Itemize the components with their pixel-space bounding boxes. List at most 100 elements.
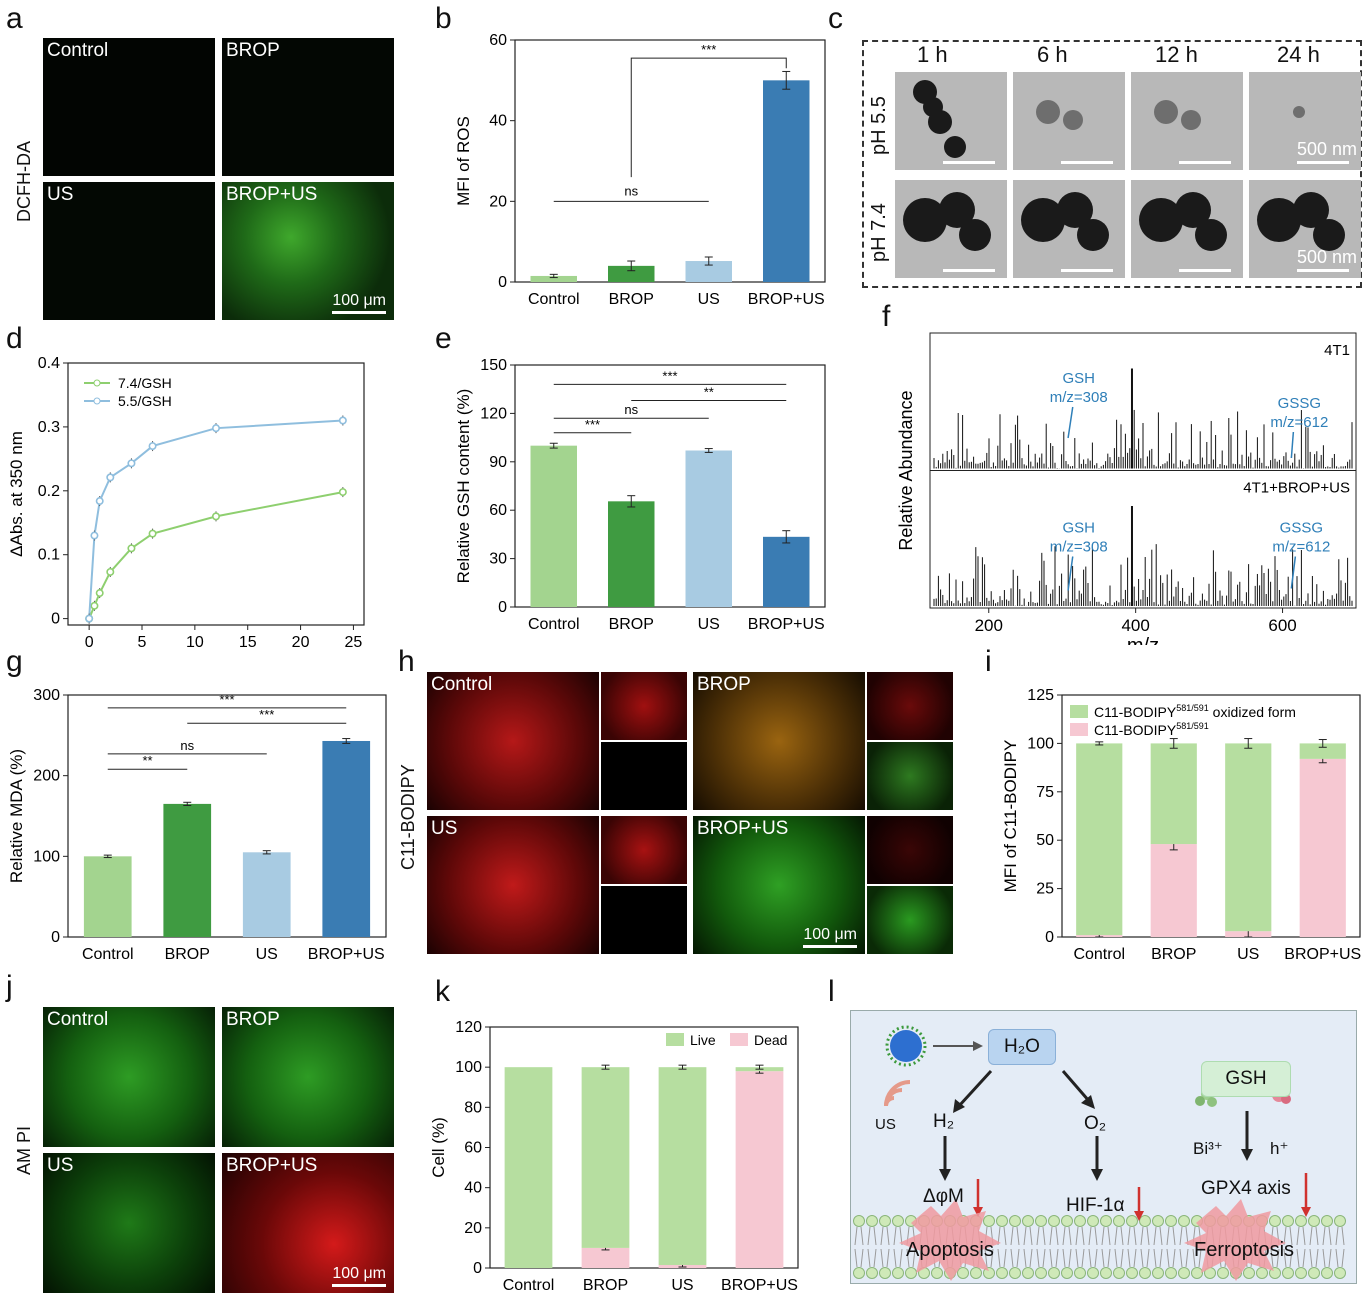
tem-col-24h: 24 h bbox=[1277, 42, 1320, 67]
tile-label: BROP+US bbox=[226, 1155, 318, 1176]
lipid-tail bbox=[1101, 1226, 1111, 1268]
bar bbox=[608, 265, 655, 282]
lipid-tail bbox=[1179, 1226, 1189, 1268]
x-tick-label: 200 bbox=[975, 616, 1003, 635]
data-point bbox=[338, 488, 347, 497]
annotation-arrow bbox=[1290, 556, 1297, 589]
micrograph-j-brop: BROP bbox=[222, 1007, 394, 1147]
lipid-head bbox=[879, 1267, 891, 1279]
y-tick-label: 0 bbox=[1045, 929, 1054, 946]
tem-image bbox=[1013, 180, 1125, 278]
lipid-head bbox=[1334, 1215, 1346, 1227]
panel-letter-l: l bbox=[828, 975, 835, 1008]
y-tick-label: 90 bbox=[489, 454, 507, 471]
y-tick-label: 120 bbox=[480, 405, 507, 422]
lipid-tail bbox=[1166, 1226, 1176, 1268]
annotation-label: m/z=612 bbox=[1272, 539, 1330, 556]
lipid-tail bbox=[1296, 1226, 1306, 1268]
x-tick-label: US bbox=[256, 946, 278, 963]
lipid-head bbox=[1178, 1215, 1190, 1227]
lipid-head bbox=[853, 1215, 865, 1227]
y-tick-label: 30 bbox=[489, 551, 507, 568]
bar-segment bbox=[581, 1067, 630, 1248]
lipid-head bbox=[1009, 1267, 1021, 1279]
nanoparticle-blob bbox=[1293, 106, 1305, 118]
lipid-head bbox=[1295, 1267, 1307, 1279]
lipid-head bbox=[1321, 1267, 1333, 1279]
lipid-head bbox=[1282, 1267, 1294, 1279]
bracket-label: *** bbox=[585, 417, 600, 432]
lipid-head bbox=[1152, 1267, 1164, 1279]
data-point bbox=[95, 589, 104, 598]
x-tick-label: 0 bbox=[85, 634, 94, 651]
series-label: 4T1+BROP+US bbox=[1243, 480, 1350, 497]
y-tick-label: 0 bbox=[51, 929, 60, 946]
nanoparticle-blob bbox=[959, 219, 991, 251]
y-tick-label: 100 bbox=[1027, 735, 1054, 752]
lipid-head bbox=[1061, 1215, 1073, 1227]
micrograph-h-brop-red bbox=[867, 672, 953, 740]
lipid-head bbox=[1191, 1267, 1203, 1279]
y-tick-label: 100 bbox=[33, 848, 60, 865]
x-tick-label: BROP bbox=[165, 946, 210, 963]
legend-marker bbox=[93, 379, 101, 387]
chart-f: 200 400 600 m/z Relative Abundance 4T1 4T1+BRO… bbox=[896, 332, 1357, 645]
lipid-head bbox=[1009, 1215, 1021, 1227]
tile-label: BROP bbox=[226, 40, 280, 61]
scale-bar: 100 μm bbox=[803, 926, 857, 948]
bar-segment bbox=[1299, 743, 1346, 759]
lipid-tail bbox=[1075, 1226, 1085, 1268]
scale-bar-line bbox=[943, 269, 995, 272]
x-tick-label: US bbox=[671, 1277, 693, 1294]
plot-frame bbox=[1061, 694, 1361, 938]
bar-segment bbox=[1150, 844, 1197, 937]
scale-bar-line bbox=[1061, 269, 1113, 272]
tem-image bbox=[895, 180, 1007, 278]
bar bbox=[322, 740, 371, 937]
series-label: 4T1 bbox=[1324, 342, 1350, 359]
lipid-head bbox=[1217, 1267, 1229, 1279]
y-axis-label: Relative MDA (%) bbox=[7, 749, 26, 883]
scale-bar: 100 μm bbox=[332, 1265, 386, 1287]
tem-column-headers: 1 h 6 h 12 h 24 h bbox=[897, 40, 1357, 70]
tem-image bbox=[1131, 180, 1243, 278]
lipid-tail bbox=[1309, 1226, 1319, 1268]
bracket-label: *** bbox=[259, 707, 274, 722]
lipid-head bbox=[1113, 1267, 1125, 1279]
tem-image bbox=[1013, 72, 1125, 170]
x-tick-label: BROP bbox=[583, 1277, 628, 1294]
lipid-tail bbox=[893, 1226, 903, 1268]
chart-i: 0 25 50 75 100 125 MFI of C11-BODIPY Control BRO… bbox=[1001, 687, 1361, 963]
panel-h-side-label: C11-BODIPY bbox=[398, 764, 418, 870]
lipid-tail bbox=[1088, 1226, 1098, 1268]
lipid-tail bbox=[1036, 1226, 1046, 1268]
x-tick-label: BROP bbox=[1151, 946, 1196, 963]
data-point bbox=[338, 416, 347, 425]
o2-label: O₂ bbox=[1084, 1113, 1107, 1134]
data-point bbox=[106, 473, 115, 482]
legend-label: Live bbox=[690, 1032, 716, 1048]
lipid-head bbox=[1074, 1267, 1086, 1279]
bar bbox=[163, 803, 212, 937]
y-tick-label: 60 bbox=[489, 32, 507, 49]
lipid-head bbox=[1165, 1215, 1177, 1227]
lipid-head bbox=[996, 1215, 1008, 1227]
x-tick-label: BROP bbox=[609, 291, 654, 308]
nanoparticle-blob bbox=[1077, 219, 1109, 251]
x-tick-label: BROP bbox=[609, 616, 654, 633]
lipid-head bbox=[853, 1267, 865, 1279]
lipid-head bbox=[1035, 1267, 1047, 1279]
y-tick-label: 40 bbox=[464, 1180, 482, 1197]
y-tick-label: 0.3 bbox=[38, 419, 60, 436]
micrograph-h-brop-us-green bbox=[867, 886, 953, 954]
tem-frame bbox=[862, 40, 1362, 288]
x-tick-label: Control bbox=[528, 616, 580, 633]
tem-image: 500 nm bbox=[1249, 72, 1361, 170]
bar bbox=[242, 852, 291, 937]
scale-bar: 100 μm bbox=[332, 292, 386, 314]
tem-image: 500 nm bbox=[1249, 180, 1361, 278]
data-point bbox=[212, 512, 221, 521]
micrograph-h-brop-us: BROP+US 100 μm bbox=[693, 816, 865, 954]
bracket-label: ns bbox=[624, 402, 638, 417]
tem-row-ph55: pH 5.5 bbox=[868, 96, 890, 155]
